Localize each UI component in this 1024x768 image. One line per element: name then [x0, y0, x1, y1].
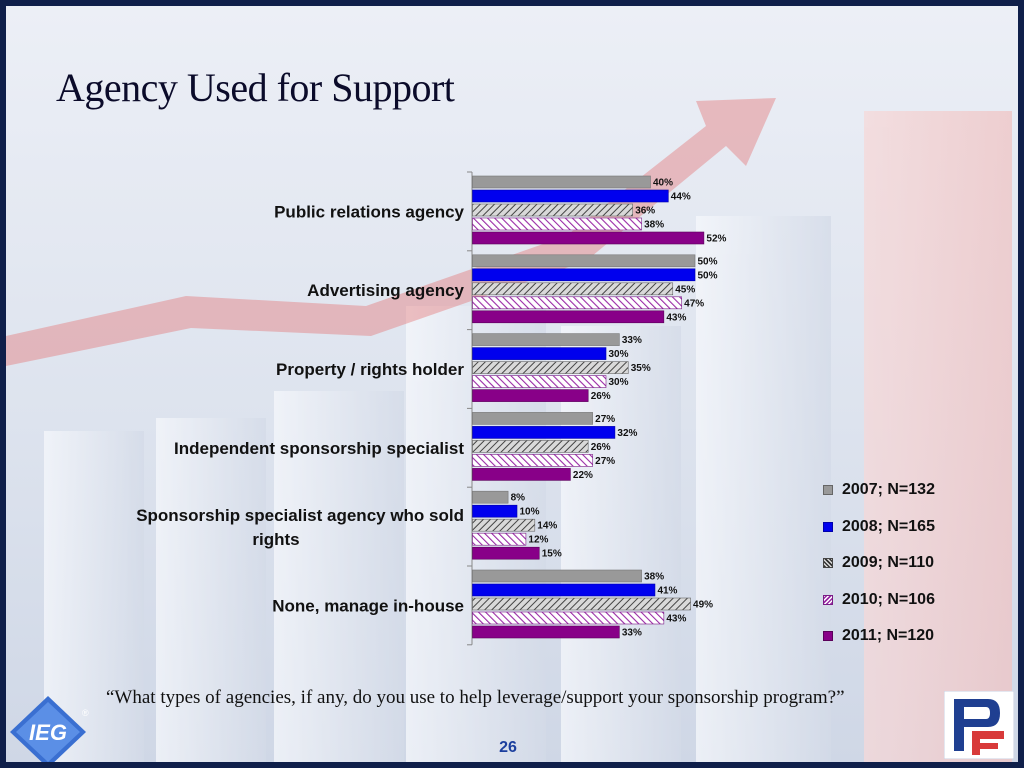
- legend-swatch: [823, 521, 833, 532]
- page-number: 26: [499, 739, 517, 756]
- legend-item: 2007; N=132: [823, 472, 935, 509]
- bar: [472, 282, 674, 296]
- category-label: None, manage in-house: [272, 596, 464, 615]
- legend-label: 2007; N=132: [842, 481, 935, 499]
- data-label: 33%: [622, 335, 642, 346]
- data-label: 32%: [617, 428, 637, 439]
- bar: [472, 518, 536, 532]
- category-label: Public relations agency: [274, 202, 464, 221]
- legend-swatch: [823, 631, 833, 642]
- ieg-logo-text: IEG: [29, 720, 67, 745]
- data-label: 50%: [698, 270, 718, 281]
- data-label: 44%: [671, 192, 691, 203]
- bar: [472, 426, 616, 439]
- bar: [472, 389, 589, 402]
- legend-swatch: [823, 594, 833, 605]
- legend-item: 2008; N=165: [823, 509, 935, 546]
- data-label: 35%: [631, 363, 651, 374]
- bar: [472, 347, 607, 360]
- data-label: 26%: [591, 391, 611, 402]
- bar: [472, 412, 593, 425]
- data-label: 38%: [644, 572, 664, 583]
- bar: [472, 296, 682, 310]
- data-label: 40%: [653, 178, 673, 189]
- bar: [472, 504, 518, 518]
- data-label: 45%: [675, 284, 695, 295]
- legend-label: 2011; N=120: [842, 627, 935, 645]
- category-label: Independent sponsorship specialist: [174, 439, 464, 458]
- bar: [472, 175, 651, 189]
- bar: [472, 440, 589, 453]
- legend-label: 2009; N=110: [842, 554, 935, 572]
- bar: [472, 490, 509, 504]
- data-label: 26%: [591, 442, 611, 453]
- bar: [472, 583, 656, 597]
- data-label: 50%: [698, 256, 718, 267]
- bar: [472, 203, 633, 217]
- legend-swatch: [823, 558, 833, 569]
- data-label: 8%: [511, 493, 526, 504]
- data-label: 52%: [706, 234, 726, 245]
- bar: [472, 468, 571, 481]
- data-label: 30%: [609, 349, 629, 360]
- page-title: Agency Used for Support: [56, 65, 455, 110]
- data-label: 15%: [542, 549, 562, 560]
- data-label: 43%: [666, 614, 686, 625]
- survey-question: “What types of agencies, if any, do you …: [106, 687, 845, 708]
- data-label: 47%: [684, 298, 704, 309]
- bar: [472, 597, 691, 611]
- bar: [472, 189, 669, 203]
- bar: [472, 310, 665, 324]
- data-label: 33%: [622, 628, 642, 639]
- data-label: 22%: [573, 470, 593, 481]
- slide: Agency Used for Support Public relations…: [6, 6, 1018, 762]
- bar-chart: Public relations agency 40% 44% 36% 38% 52% Ad…: [136, 171, 727, 646]
- ieg-registered-mark: ®: [82, 708, 89, 718]
- data-label: 14%: [537, 521, 557, 532]
- pf-logo-icon: [944, 691, 1014, 759]
- data-label: 10%: [520, 507, 540, 518]
- legend-item: 2009; N=110: [823, 545, 935, 582]
- bar: [472, 375, 607, 388]
- legend-label: 2010; N=106: [842, 590, 935, 608]
- ieg-logo-icon: IEG ®: [10, 696, 89, 762]
- data-label: 43%: [666, 312, 686, 323]
- data-label: 27%: [595, 414, 615, 425]
- bar: [472, 217, 642, 231]
- bar: [472, 231, 705, 245]
- category-label: Sponsorship specialist agency who sold ri…: [136, 506, 464, 549]
- data-label: 38%: [644, 220, 664, 231]
- bar: [472, 569, 642, 583]
- bar: [472, 268, 696, 282]
- data-label: 36%: [635, 206, 655, 217]
- bar: [472, 532, 527, 546]
- category-label: Advertising agency: [307, 281, 464, 300]
- legend-label: 2008; N=165: [842, 517, 935, 535]
- category-label: Property / rights holder: [276, 360, 464, 379]
- bar: [472, 361, 629, 374]
- data-label: 49%: [693, 600, 713, 611]
- legend-swatch: [823, 485, 833, 496]
- bar: [472, 454, 593, 467]
- bar: [472, 254, 696, 268]
- data-label: 27%: [595, 456, 615, 467]
- bar: [472, 333, 620, 346]
- legend-item: 2011; N=120: [823, 618, 935, 655]
- bar: [472, 611, 665, 625]
- data-label: 41%: [657, 586, 677, 597]
- bar: [472, 625, 620, 639]
- bar: [472, 546, 540, 560]
- data-label: 12%: [528, 535, 548, 546]
- chart-legend: 2007; N=132 2008; N=165 2009; N=110 2010; N…: [823, 472, 935, 655]
- data-label: 30%: [609, 377, 629, 388]
- legend-item: 2010; N=106: [823, 582, 935, 619]
